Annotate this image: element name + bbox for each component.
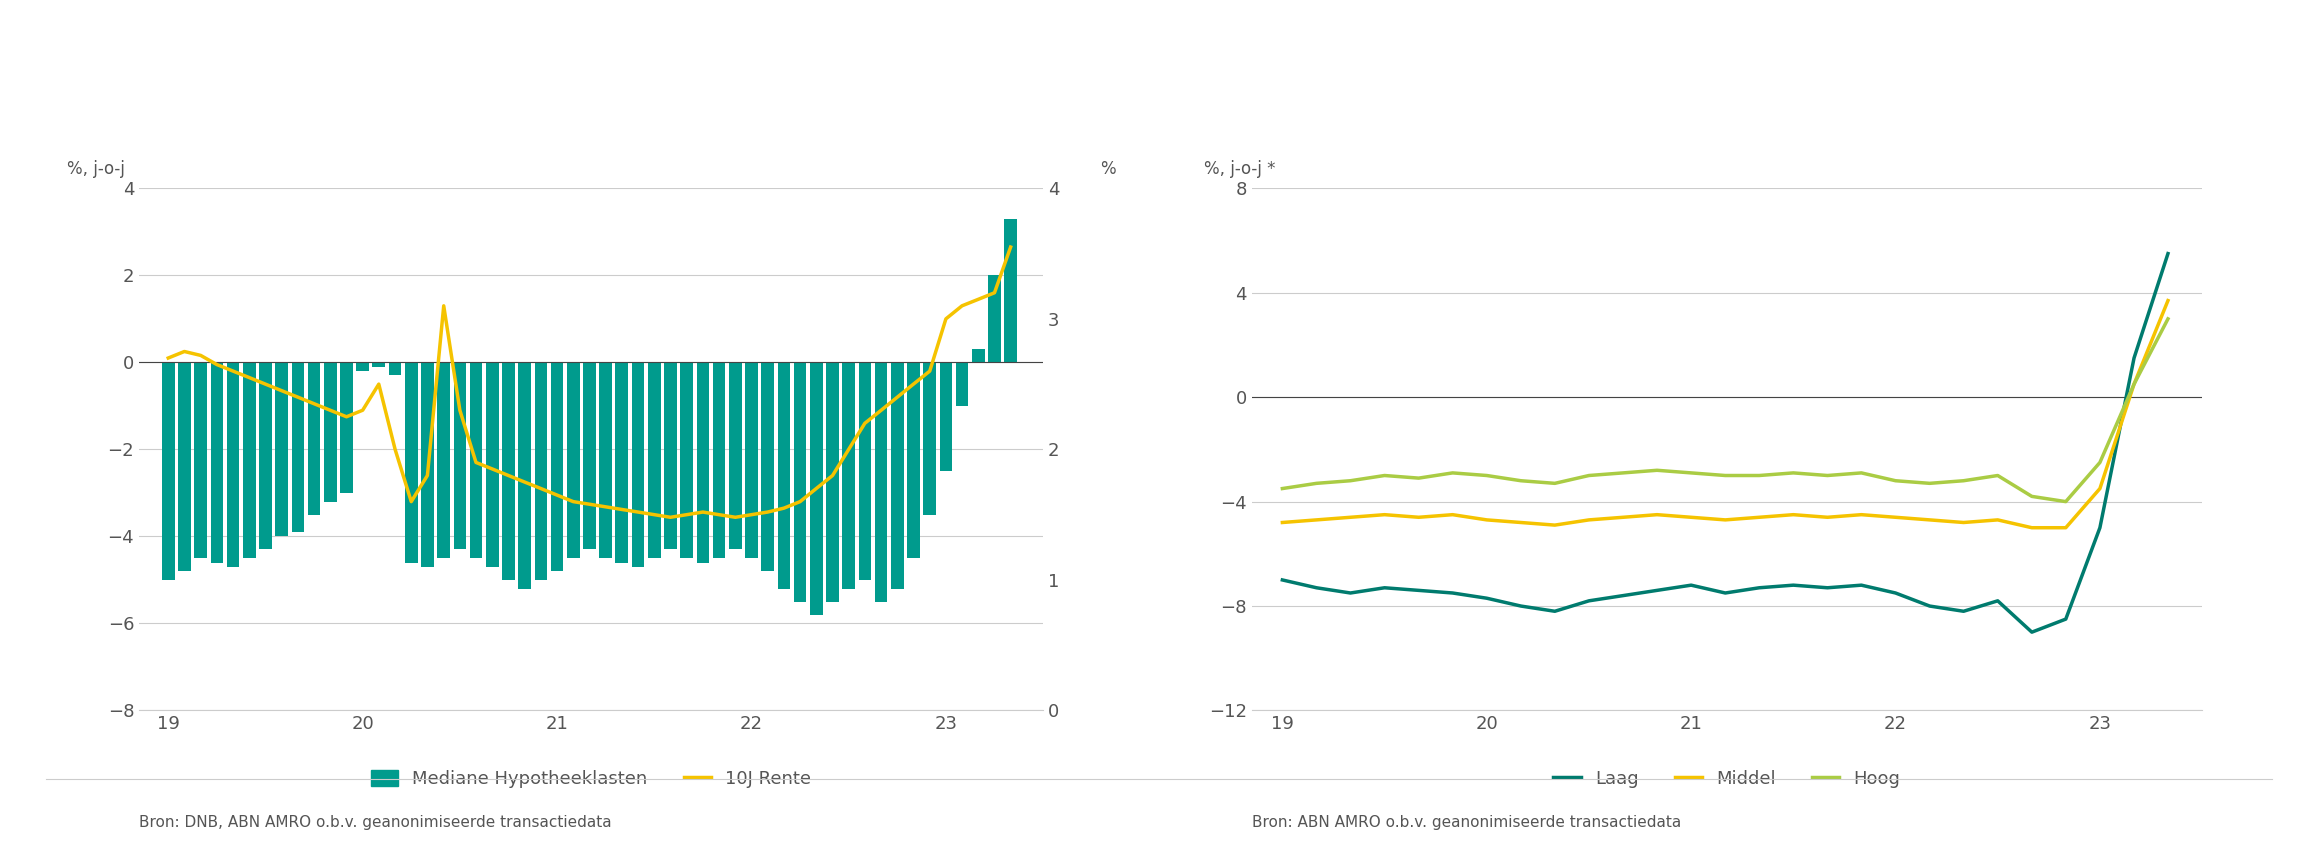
Bar: [663, 362, 677, 550]
Bar: [487, 362, 498, 567]
Bar: [519, 362, 531, 589]
Bar: [1004, 219, 1018, 362]
Bar: [777, 362, 790, 589]
Bar: [422, 362, 433, 567]
Bar: [584, 362, 596, 550]
Bar: [955, 362, 969, 406]
Bar: [987, 276, 1001, 362]
Bar: [454, 362, 466, 550]
Bar: [681, 362, 693, 558]
Bar: [890, 362, 904, 589]
Bar: [325, 362, 336, 502]
Bar: [276, 362, 287, 537]
Bar: [503, 362, 515, 580]
Bar: [292, 362, 304, 532]
Bar: [211, 362, 223, 562]
Bar: [744, 362, 758, 558]
Bar: [406, 362, 417, 562]
Bar: [552, 362, 563, 571]
Bar: [438, 362, 450, 558]
Bar: [809, 362, 823, 615]
Text: Maar snelheid afhankelijk van hoogte lasten: Maar snelheid afhankelijk van hoogte las…: [1270, 140, 1794, 160]
Bar: [535, 362, 547, 580]
Bar: [162, 362, 174, 580]
Bar: [793, 362, 807, 602]
Bar: [695, 362, 709, 562]
Bar: [841, 362, 855, 589]
Bar: [243, 362, 255, 558]
Text: %, j-o-j *: %, j-o-j *: [1205, 160, 1275, 178]
Bar: [760, 362, 774, 571]
Text: %, j-o-j: %, j-o-j: [67, 160, 125, 178]
Legend: Mediane Hypotheeklasten, 10J Rente: Mediane Hypotheeklasten, 10J Rente: [364, 763, 818, 795]
Bar: [195, 362, 206, 558]
Bar: [730, 362, 742, 550]
Text: Bron: ABN AMRO o.b.v. geanonimiseerde transactiedata: Bron: ABN AMRO o.b.v. geanonimiseerde tr…: [1252, 815, 1681, 830]
Bar: [357, 362, 369, 372]
Legend: Laag, Middel, Hoog: Laag, Middel, Hoog: [1546, 763, 1908, 795]
Bar: [389, 362, 401, 376]
Bar: [825, 362, 839, 602]
Text: %: %: [1099, 160, 1115, 178]
Bar: [568, 362, 580, 558]
Bar: [712, 362, 726, 558]
Bar: [227, 362, 239, 567]
Text: Bron: DNB, ABN AMRO o.b.v. geanonimiseerde transactiedata: Bron: DNB, ABN AMRO o.b.v. geanonimiseer…: [139, 815, 612, 830]
Text: Hypotheeklasten na periode van daling omhoog: Hypotheeklasten na periode van daling om…: [158, 140, 723, 160]
Bar: [308, 362, 320, 514]
Bar: [471, 362, 482, 558]
Bar: [178, 362, 190, 571]
Bar: [617, 362, 628, 562]
Bar: [874, 362, 888, 602]
Bar: [858, 362, 872, 580]
Bar: [923, 362, 936, 514]
Bar: [906, 362, 920, 558]
Bar: [260, 362, 271, 550]
Bar: [649, 362, 661, 558]
Bar: [633, 362, 644, 567]
Bar: [341, 362, 352, 493]
Bar: [600, 362, 612, 558]
Bar: [373, 362, 385, 366]
Bar: [971, 349, 985, 362]
Bar: [939, 362, 953, 471]
